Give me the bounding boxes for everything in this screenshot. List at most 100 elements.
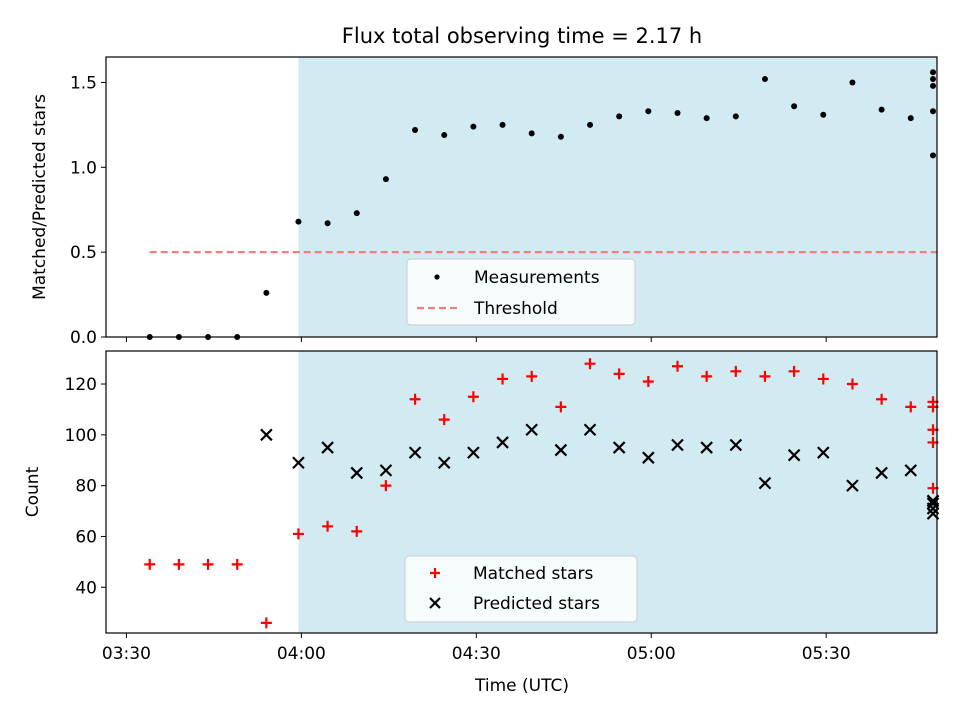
bottom-predicted-point: [817, 446, 830, 459]
bottom-matched-point: [292, 528, 304, 540]
top-measurement-point: [412, 126, 419, 133]
legend-matched-label: Matched stars: [473, 564, 593, 584]
bottom-predicted-point: [437, 456, 451, 470]
top-measurement-point: [732, 113, 739, 120]
bottom-xtick-label: 05:30: [802, 644, 851, 664]
bottom-matched-point: [438, 414, 450, 426]
bottom-matched-point: [173, 558, 185, 570]
top-measurement-point: [382, 176, 389, 183]
top-measurement-point: [761, 76, 768, 83]
bottom-matched-point: [671, 360, 683, 372]
bottom-legend: Matched stars Predicted stars: [404, 555, 638, 623]
bottom-xtick-label: 03:30: [102, 644, 151, 664]
bottom-predicted-point: [321, 441, 334, 454]
bottom-xtick-label: 04:30: [452, 644, 501, 664]
bottom-matched-point: [846, 378, 858, 390]
top-measurement-point: [441, 132, 448, 139]
bottom-legend-box: [404, 555, 638, 623]
bottom-matched-point: [584, 358, 596, 370]
bottom-xlabel: Time (UTC): [474, 676, 569, 696]
top-measurement-point: [616, 113, 623, 120]
bottom-matched-point: [351, 525, 363, 537]
bottom-predicted-point: [525, 423, 538, 437]
top-measurement-point: [820, 111, 827, 118]
bottom-predicted-point: [787, 448, 801, 462]
bottom-predicted-point: [700, 441, 713, 454]
bottom-predicted-point: [729, 438, 743, 452]
bottom-predicted-point: [671, 438, 684, 452]
top-measurement-point: [587, 121, 594, 128]
bottom-matched-point: [730, 365, 742, 377]
top-measurement-point: [930, 152, 936, 159]
bottom-matched-point: [876, 393, 888, 405]
bottom-predicted-point: [612, 441, 626, 454]
legend-measurements-label: Measurements: [474, 268, 600, 288]
top-measurement-point: [353, 210, 360, 217]
top-measurement-point: [528, 130, 535, 137]
bottom-predicted-point: [583, 423, 597, 437]
bottom-matched-point: [231, 558, 243, 570]
top-measurement-point: [907, 115, 914, 122]
bottom-predicted-point: [260, 428, 273, 442]
bottom-matched-point: [144, 558, 156, 570]
top-measurement-point: [878, 106, 885, 113]
bottom-predicted-point: [496, 436, 509, 449]
top-measurement-point: [930, 82, 936, 89]
top-measurement-point: [324, 220, 331, 227]
top-ytick-label: 0.5: [70, 243, 97, 263]
top-measurement-point: [295, 218, 302, 225]
bottom-matched-point: [260, 617, 272, 629]
legend-predicted-label: Predicted stars: [473, 594, 600, 614]
legend-matched-marker: [430, 568, 440, 578]
top-measurement-point: [645, 108, 652, 115]
chart-title: Flux total observing time = 2.17 h: [342, 24, 702, 48]
bottom-matched-point: [467, 391, 479, 403]
top-axes-frame: [105, 56, 938, 338]
bottom-matched-point: [817, 373, 829, 385]
bottom-predicted-point: [350, 466, 364, 480]
bottom-ytick-label: 120: [65, 375, 97, 395]
bottom-ytick-label: 100: [65, 426, 97, 446]
bottom-matched-point: [905, 401, 917, 413]
bottom-xtick-label: 04:00: [277, 644, 326, 664]
bottom-predicted-point: [554, 443, 568, 457]
bottom-predicted-point: [875, 466, 888, 480]
bottom-ytick-label: 80: [75, 477, 97, 497]
top-measurement-point: [557, 133, 564, 140]
bottom-matched-point: [759, 370, 771, 382]
top-measurement-point: [674, 110, 681, 116]
bottom-xtick-label: 05:00: [627, 644, 676, 664]
bottom-predicted-point: [408, 446, 422, 459]
bottom-predicted-point: [846, 479, 859, 492]
bottom-ytick-label: 40: [75, 578, 97, 598]
top-measurement-point: [470, 123, 477, 130]
bottom-matched-point: [202, 558, 214, 570]
bottom-matched-point: [380, 480, 392, 492]
legend-measurements-marker: [434, 274, 440, 280]
bottom-predicted-point: [758, 476, 772, 490]
bottom-matched-point: [497, 373, 509, 385]
bottom-matched-point: [526, 370, 538, 382]
bottom-predicted-point: [292, 456, 305, 470]
top-measurement-point: [930, 69, 936, 76]
top-measurement-point: [849, 79, 856, 86]
legend-threshold-label: Threshold: [473, 299, 558, 319]
top-ylabel: Matched/Predicted stars: [30, 94, 50, 300]
bottom-matched-point: [322, 520, 334, 532]
bottom-predicted-point: [904, 464, 918, 477]
bottom-matched-point: [555, 401, 567, 413]
top-legend-box: [406, 258, 636, 326]
top-measurement-point: [703, 115, 710, 122]
bottom-matched-point: [613, 368, 625, 380]
top-measurement-point: [930, 108, 936, 115]
top-legend: Measurements Threshold: [406, 258, 636, 326]
bottom-ytick-label: 60: [75, 527, 97, 547]
bottom-matched-point: [701, 370, 713, 382]
top-ytick-label: 1.0: [70, 158, 97, 178]
top-measurement-point: [499, 121, 506, 128]
top-measurement-point: [263, 289, 270, 296]
bottom-matched-point: [788, 365, 800, 377]
top-measurement-point: [930, 76, 936, 83]
top-measurement-point: [791, 103, 798, 110]
